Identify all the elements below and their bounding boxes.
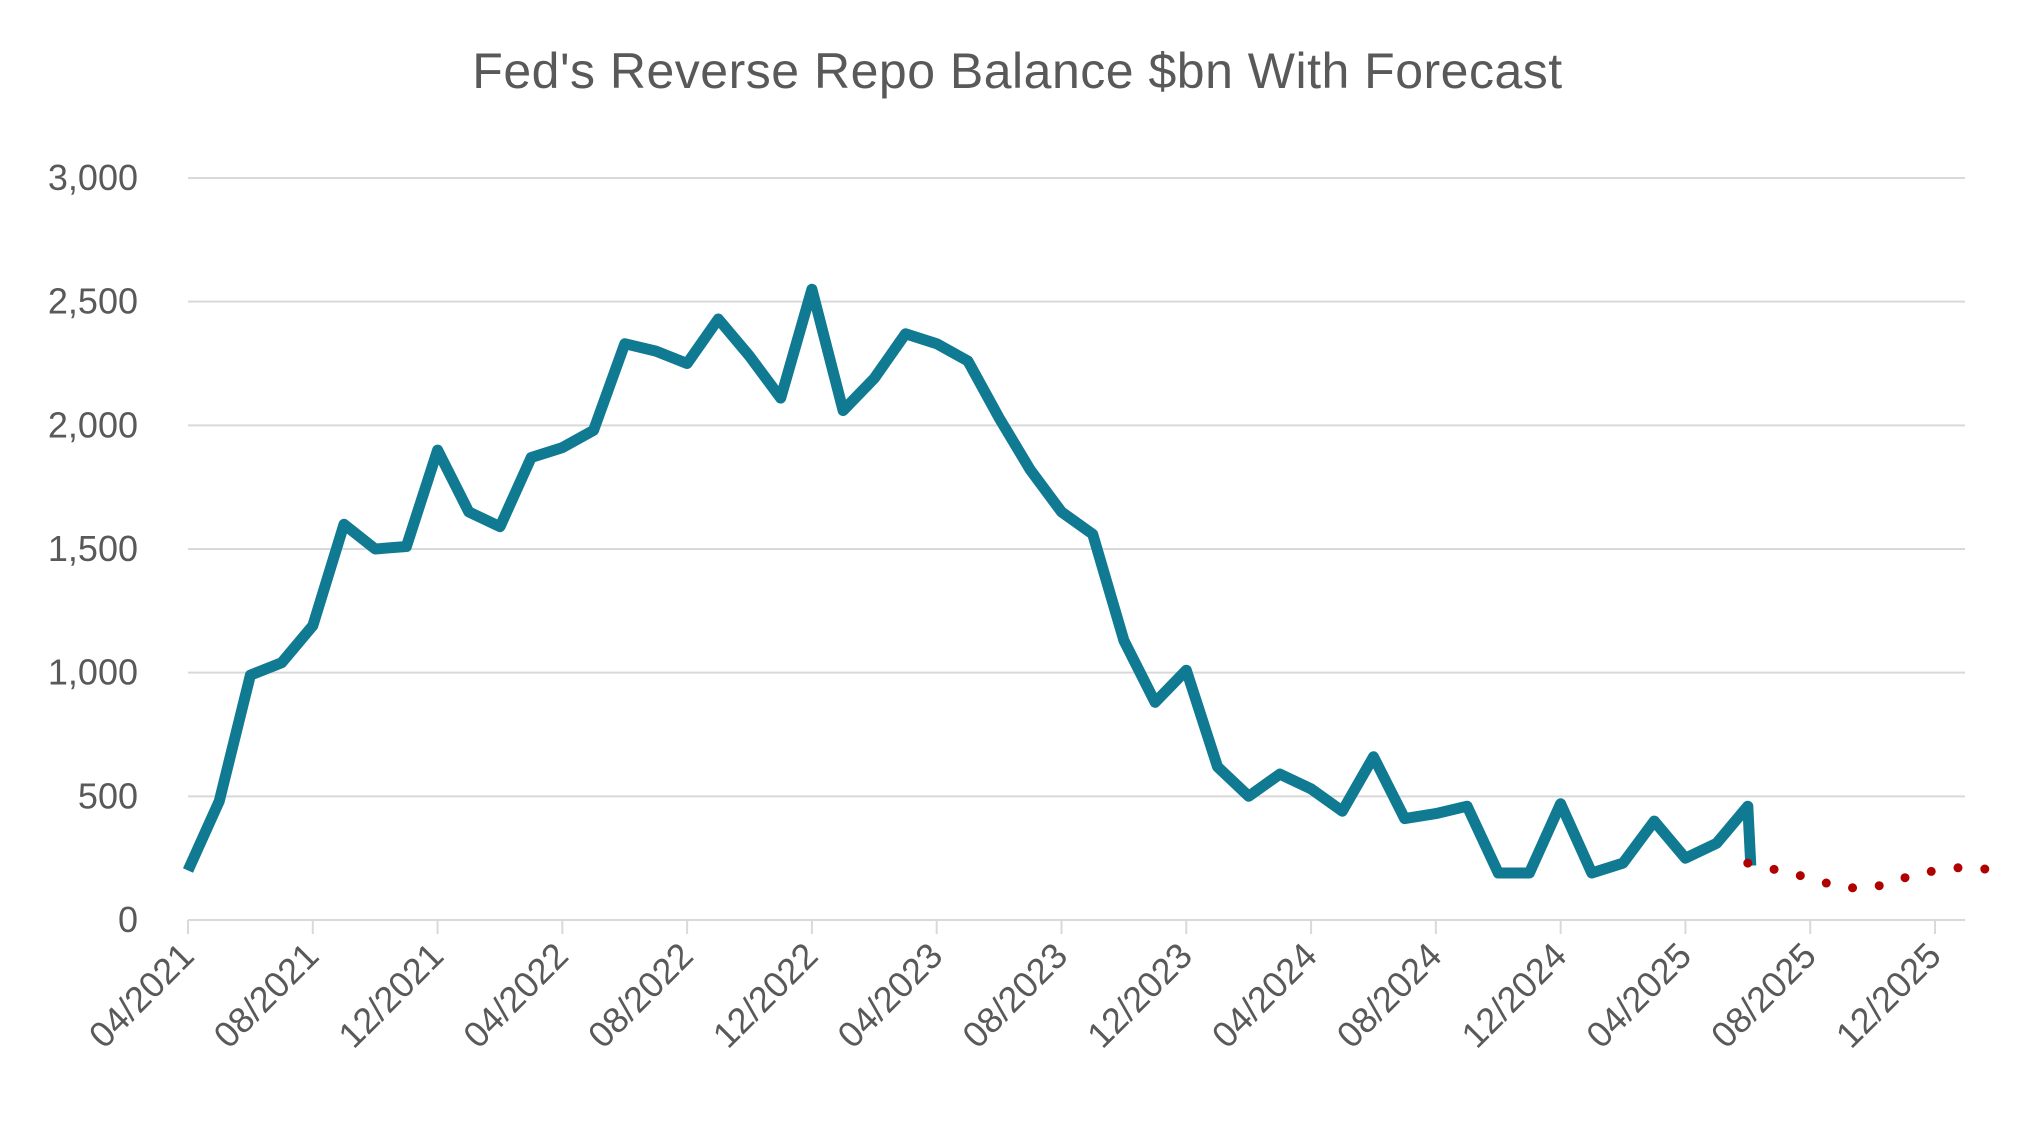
x-tick-label: 08/2025 [1703,935,1824,1056]
x-tick-label: 08/2024 [1328,935,1449,1056]
x-tick-label: 04/2023 [829,935,950,1056]
y-tick-label: 0 [118,899,138,940]
x-tick-label: 04/2024 [1204,935,1325,1056]
x-tick-label: 04/2021 [81,935,202,1056]
x-axis: 04/2021 08/2021 12/2021 04/2022 08/2022 12/20… [81,919,1965,1056]
y-tick-label: 1,000 [48,652,138,693]
chart-title: Fed's Reverse Repo Balance $bn With Fore… [472,43,1563,99]
x-tick-label: 12/2023 [1079,935,1200,1056]
x-tick-label: 12/2024 [1453,935,1574,1056]
y-tick-label: 2,500 [48,281,138,322]
y-tick-label: 500 [78,775,138,816]
x-tick-label: 04/2022 [455,935,576,1056]
series-lines [182,283,2002,893]
actual-series-line [182,283,1757,879]
x-tick-label: 12/2021 [330,935,451,1056]
x-tick-label: 12/2022 [705,935,826,1056]
gridlines [188,177,1965,798]
x-tick-label: 12/2025 [1828,935,1949,1056]
x-tick-label: 08/2022 [580,935,701,1056]
forecast-series-line [1743,858,2002,893]
x-tick-label: 08/2021 [205,935,326,1056]
y-axis-ticks: 0 500 1,000 1,500 2,000 2,500 3,000 [48,157,138,940]
y-tick-label: 2,000 [48,404,138,445]
y-tick-label: 1,500 [48,528,138,569]
x-tick-label: 04/2025 [1578,935,1699,1056]
x-tick-label: 08/2023 [954,935,1075,1056]
y-tick-label: 3,000 [48,157,138,198]
